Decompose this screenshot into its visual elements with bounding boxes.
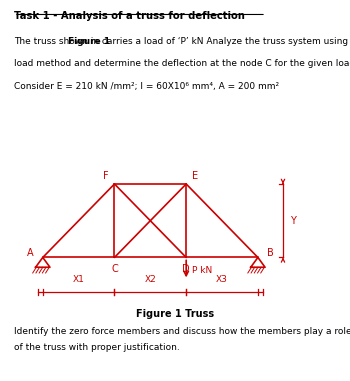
Text: E: E: [192, 171, 198, 181]
Text: carries a load of ‘P’ kN Analyze the truss system using the unit: carries a load of ‘P’ kN Analyze the tru…: [99, 37, 350, 46]
Text: Consider E = 210 kN /mm²; I = 60X10⁶ mm⁴, A = 200 mm²: Consider E = 210 kN /mm²; I = 60X10⁶ mm⁴…: [14, 82, 279, 91]
Text: X2: X2: [145, 275, 156, 284]
Text: Identify the zero force members and discuss how the members play a role, if any,: Identify the zero force members and disc…: [14, 327, 350, 336]
Text: X3: X3: [216, 275, 228, 284]
Text: Y: Y: [290, 216, 296, 226]
Text: load method and determine the deflection at the node C for the given loads.: load method and determine the deflection…: [14, 59, 350, 69]
Text: Figure 1: Figure 1: [68, 37, 110, 46]
Text: Task 1 - Analysis of a truss for deflection: Task 1 - Analysis of a truss for deflect…: [14, 11, 245, 21]
Text: The truss shown in: The truss shown in: [14, 37, 102, 46]
Text: D: D: [182, 264, 190, 274]
Text: F: F: [103, 171, 109, 181]
Text: of the truss with proper justification.: of the truss with proper justification.: [14, 343, 180, 352]
Text: A: A: [27, 248, 33, 258]
Text: X1: X1: [73, 275, 85, 284]
Text: B: B: [267, 248, 274, 258]
Text: P kN: P kN: [192, 266, 212, 275]
Text: Figure 1 Truss: Figure 1 Truss: [136, 309, 214, 319]
Text: C: C: [111, 264, 118, 274]
